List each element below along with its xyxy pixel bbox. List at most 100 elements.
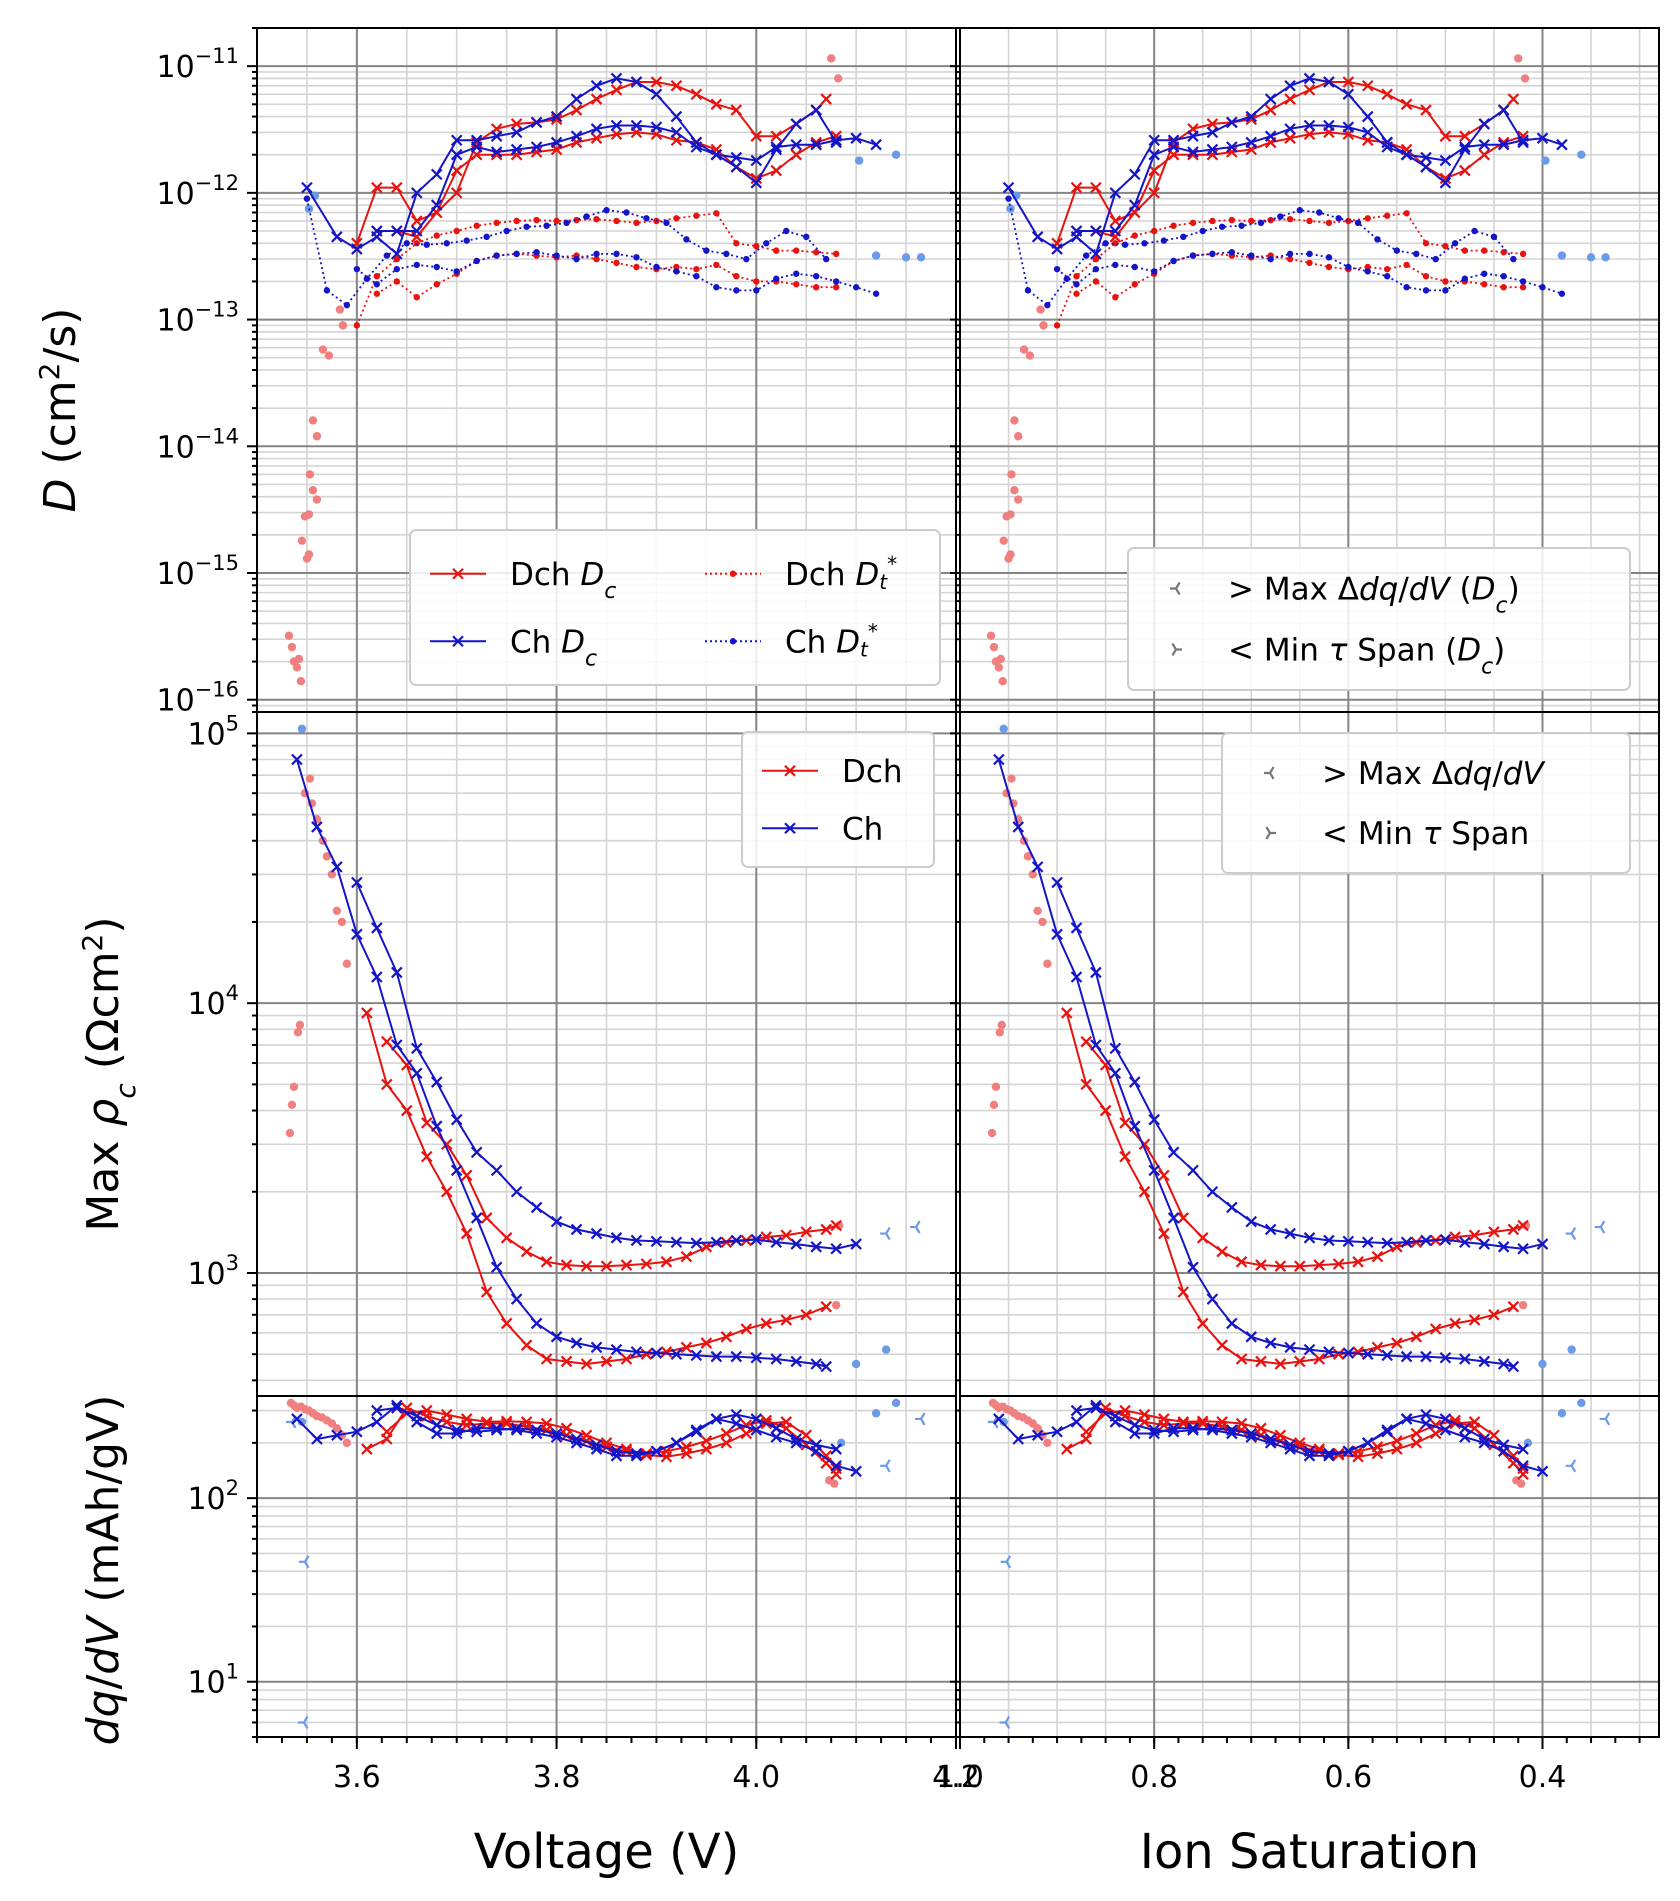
data-point <box>1303 1343 1316 1356</box>
data-point <box>1303 1445 1316 1458</box>
data-point <box>720 1437 733 1449</box>
data-point <box>673 263 680 271</box>
grid-layer <box>257 28 1659 1737</box>
data-point <box>490 1261 503 1274</box>
data-point <box>1209 217 1216 225</box>
data-point <box>1051 243 1063 255</box>
data-point <box>750 130 763 142</box>
data-point <box>753 242 760 250</box>
data-point <box>1158 1227 1170 1240</box>
data-point <box>1109 225 1122 237</box>
data-point <box>371 922 383 934</box>
data-point <box>463 237 470 244</box>
data-point <box>1235 1256 1248 1268</box>
data-point <box>650 88 663 101</box>
data-point <box>530 141 543 153</box>
data-point <box>1381 1349 1393 1362</box>
data-point <box>590 79 603 92</box>
data-point <box>870 138 882 151</box>
data-point <box>351 243 363 255</box>
data-point <box>1313 1259 1325 1271</box>
data-point <box>1519 284 1527 291</box>
data-point <box>790 118 803 130</box>
data-point <box>1519 250 1527 258</box>
data-point <box>1459 141 1471 153</box>
series-line <box>1056 251 1563 295</box>
excluded-point <box>1594 1220 1606 1234</box>
data-point <box>1361 1236 1374 1249</box>
data-point <box>783 227 790 235</box>
legend-marker <box>729 570 737 577</box>
data-point <box>1323 1346 1335 1358</box>
data-point <box>1264 1433 1277 1445</box>
data-point <box>1296 206 1303 214</box>
data-point <box>630 1447 643 1460</box>
data-point <box>1323 119 1335 132</box>
data-point <box>1245 1427 1258 1440</box>
data-point <box>1128 1419 1141 1431</box>
series-line <box>997 759 1514 1368</box>
data-point <box>1403 210 1410 217</box>
data-point <box>1109 215 1122 227</box>
data-point <box>733 272 740 280</box>
excluded-point <box>1043 959 1052 968</box>
data-point <box>1400 1350 1413 1363</box>
data-point <box>750 1351 763 1364</box>
data-point <box>610 1445 623 1458</box>
data-point <box>773 247 780 254</box>
data-point <box>1187 1164 1199 1177</box>
data-point <box>570 1223 583 1236</box>
legend-entry: > Max Δdq/dV <box>1264 756 1546 792</box>
data-point <box>660 1346 673 1358</box>
excluded-point <box>305 470 315 479</box>
data-point <box>1053 265 1061 273</box>
data-point <box>620 1259 633 1271</box>
data-point <box>403 240 410 247</box>
data-point <box>1196 1317 1209 1330</box>
data-point <box>750 172 763 185</box>
excluded-point <box>871 251 881 260</box>
data-point <box>1500 272 1507 280</box>
excluded-point <box>1557 1409 1567 1418</box>
data-point <box>1410 1427 1423 1440</box>
data-point <box>391 1402 403 1414</box>
data-point <box>1497 1358 1510 1370</box>
data-point <box>810 1358 822 1370</box>
data-point <box>850 1465 862 1478</box>
data-point <box>1245 1215 1258 1228</box>
excluded-point <box>1565 1459 1577 1473</box>
data-point <box>510 143 523 156</box>
data-point <box>1070 922 1083 934</box>
data-point <box>401 1104 413 1117</box>
data-point <box>1206 1422 1219 1435</box>
data-point <box>730 1408 743 1421</box>
x-tick-label: 3.6 <box>333 1760 381 1795</box>
data-point <box>1439 177 1452 189</box>
y-tick-label: 105 <box>187 711 239 752</box>
data-point <box>570 1337 583 1349</box>
data-point <box>500 1415 513 1428</box>
legend-box <box>1221 732 1631 874</box>
legend: > Max Δdq/dV < Min τ Span <box>1221 732 1631 874</box>
data-point <box>1410 1437 1423 1449</box>
data-point <box>1196 1415 1209 1428</box>
data-point <box>1264 1223 1277 1236</box>
excluded-point <box>987 1128 997 1138</box>
data-point <box>1391 1443 1403 1455</box>
data-point <box>1420 161 1432 173</box>
data-point <box>650 1445 663 1458</box>
data-point <box>1284 123 1296 135</box>
data-point <box>1361 79 1374 92</box>
data-point <box>1413 250 1420 258</box>
data-point <box>820 1450 832 1462</box>
data-point <box>1080 1035 1092 1048</box>
data-point <box>1303 128 1316 141</box>
data-point <box>1517 1219 1529 1232</box>
data-point <box>793 247 800 254</box>
data-point <box>510 1422 523 1435</box>
excluded-point <box>1006 550 1015 559</box>
data-point <box>371 971 383 983</box>
data-point <box>393 278 400 285</box>
data-point <box>1196 1417 1209 1430</box>
panel-r0-c1 <box>986 54 1610 686</box>
